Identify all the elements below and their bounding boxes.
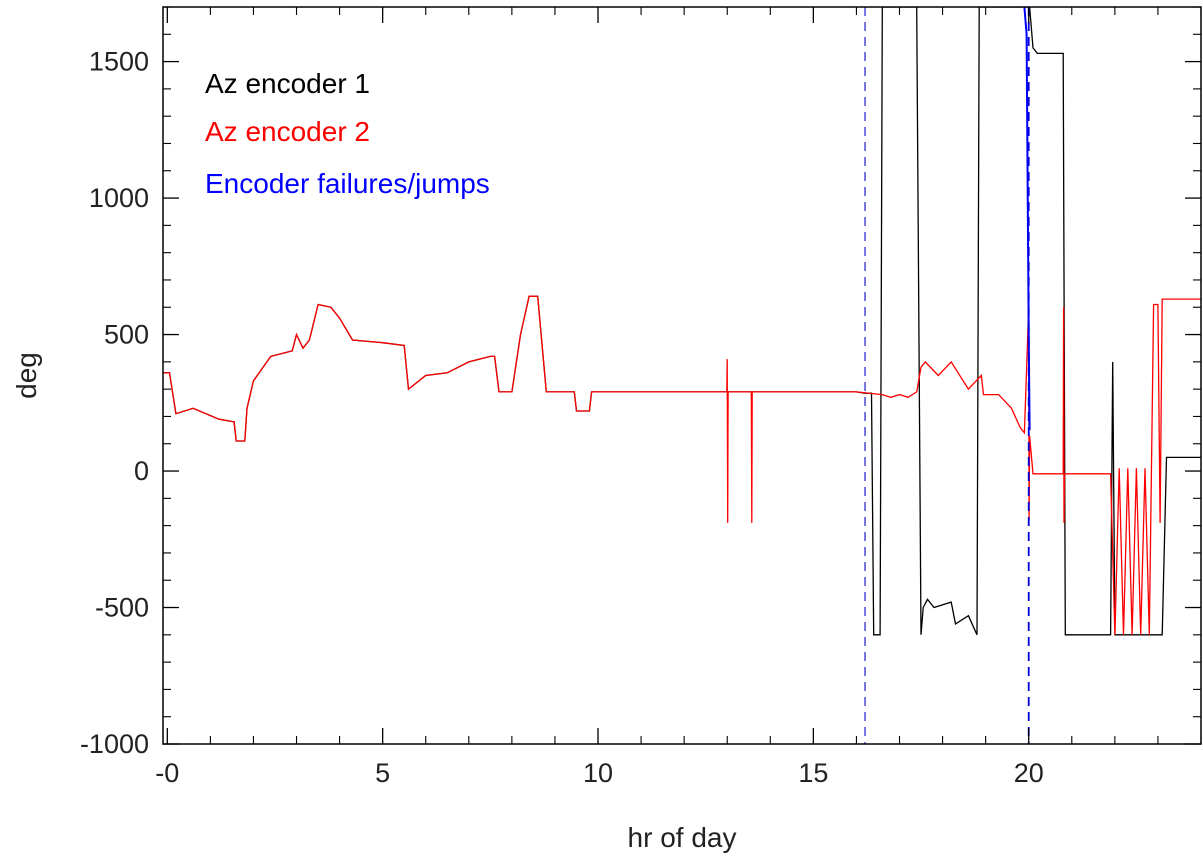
y-tick-label: 0 — [134, 456, 149, 486]
x-tick-label: 10 — [583, 758, 613, 788]
plot-area-frame — [162, 6, 1202, 745]
tick-layer: -0 5 10 15 20 1500 1000 500 0 -500 -1000 — [80, 6, 1202, 788]
x-tick-label: 5 — [375, 758, 390, 788]
x-tick-label: 20 — [1014, 758, 1044, 788]
y-axis-label: deg — [11, 352, 42, 399]
x-tick-label: 15 — [798, 758, 828, 788]
y-tick-label: -500 — [95, 593, 149, 623]
y-tick-label: 500 — [104, 320, 149, 350]
y-tick-label: 1000 — [89, 183, 149, 213]
legend-label-az-encoder-1: Az encoder 1 — [205, 68, 370, 99]
x-tick-label: -0 — [155, 758, 179, 788]
vline-layer — [864, 7, 1030, 744]
legend-label-encoder-failures: Encoder failures/jumps — [205, 168, 490, 199]
x-axis-label: hr of day — [628, 822, 737, 853]
series-line-2 — [163, 295, 1201, 635]
y-tick-label: 1500 — [89, 47, 149, 77]
legend-label-az-encoder-2: Az encoder 2 — [205, 116, 370, 147]
y-tick-label: -1000 — [80, 729, 149, 759]
